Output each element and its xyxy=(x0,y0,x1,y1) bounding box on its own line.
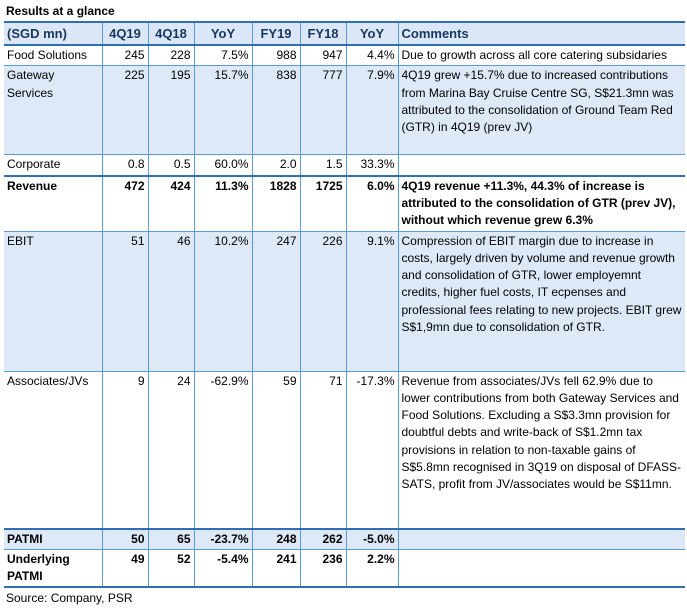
cell-fy18: 1.5 xyxy=(300,154,347,176)
cell-4q19: 472 xyxy=(102,174,149,232)
cell-yoy-quarter: -5.4% xyxy=(194,548,253,589)
table-row: Underlying PATMI 49 52 -5.4% 241 236 2.2… xyxy=(4,548,685,589)
cell-yoy-quarter: 60.0% xyxy=(194,154,253,176)
cell-4q18: 424 xyxy=(148,174,195,232)
cell-fy19: 838 xyxy=(252,65,301,155)
col-header-fy19: FY19 xyxy=(252,21,301,46)
cell-fy18: 947 xyxy=(300,45,347,66)
cell-4q19: 9 xyxy=(102,370,149,529)
table-row: Associates/JVs 9 24 -62.9% 59 71 -17.3% … xyxy=(4,370,685,529)
cell-comment: Compression of EBIT margin due to increa… xyxy=(398,230,685,372)
cell-yoy-fy: 6.0% xyxy=(346,174,399,232)
cell-yoy-fy: -5.0% xyxy=(346,527,399,550)
cell-comment xyxy=(398,548,685,589)
col-header-fy18: FY18 xyxy=(300,21,347,46)
cell-comment xyxy=(398,527,685,550)
cell-yoy-fy: 2.2% xyxy=(346,548,399,589)
cell-yoy-quarter: -23.7% xyxy=(194,527,253,550)
cell-4q18: 228 xyxy=(148,45,195,66)
table-row: Gateway Services 225 195 15.7% 838 777 7… xyxy=(4,65,685,155)
cell-yoy-quarter: -62.9% xyxy=(194,370,253,529)
table-row: EBIT 51 46 10.2% 247 226 9.1% Compressio… xyxy=(4,230,685,372)
cell-fy18: 226 xyxy=(300,230,347,372)
cell-4q18: 0.5 xyxy=(148,154,195,176)
cell-4q19: 49 xyxy=(102,548,149,589)
cell-comment: 4Q19 grew +15.7% due to increased contri… xyxy=(398,65,685,155)
row-label: PATMI xyxy=(4,527,103,550)
cell-comment xyxy=(398,154,685,176)
col-header-unit: (SGD mn) xyxy=(4,21,103,46)
cell-fy19: 2.0 xyxy=(252,154,301,176)
results-table: (SGD mn) 4Q19 4Q18 YoY FY19 FY18 YoY Com… xyxy=(4,21,685,589)
row-label: EBIT xyxy=(4,230,103,372)
cell-fy19: 248 xyxy=(252,527,301,550)
cell-yoy-quarter: 10.2% xyxy=(194,230,253,372)
col-header-yoy-fy: YoY xyxy=(346,21,399,46)
cell-yoy-fy: 4.4% xyxy=(346,45,399,66)
cell-yoy-fy: 7.9% xyxy=(346,65,399,155)
cell-fy19: 1828 xyxy=(252,174,301,232)
cell-yoy-quarter: 11.3% xyxy=(194,174,253,232)
cell-4q19: 50 xyxy=(102,527,149,550)
row-label: Revenue xyxy=(4,174,103,232)
table-row: Corporate 0.8 0.5 60.0% 2.0 1.5 33.3% xyxy=(4,154,685,176)
table-title: Results at a glance xyxy=(6,4,115,18)
row-label: Corporate xyxy=(4,154,103,176)
col-header-4q18: 4Q18 xyxy=(148,21,195,46)
cell-fy19: 59 xyxy=(252,370,301,529)
cell-4q18: 65 xyxy=(148,527,195,550)
cell-4q18: 46 xyxy=(148,230,195,372)
cell-4q19: 0.8 xyxy=(102,154,149,176)
cell-fy18: 777 xyxy=(300,65,347,155)
cell-yoy-fy: 9.1% xyxy=(346,230,399,372)
cell-fy18: 236 xyxy=(300,548,347,589)
cell-fy19: 247 xyxy=(252,230,301,372)
cell-4q18: 24 xyxy=(148,370,195,529)
cell-fy18: 1725 xyxy=(300,174,347,232)
row-label: Gateway Services xyxy=(4,65,103,155)
cell-fy18: 71 xyxy=(300,370,347,529)
cell-comment: Due to growth across all core catering s… xyxy=(401,48,667,62)
row-label: Underlying PATMI xyxy=(4,548,103,589)
cell-4q18: 52 xyxy=(148,548,195,589)
col-header-4q19: 4Q19 xyxy=(102,21,149,46)
header-row: (SGD mn) 4Q19 4Q18 YoY FY19 FY18 YoY Com… xyxy=(4,21,685,46)
cell-yoy-quarter: 7.5% xyxy=(194,45,253,66)
cell-yoy-fy: -17.3% xyxy=(346,370,399,529)
cell-yoy-quarter: 15.7% xyxy=(194,65,253,155)
cell-4q19: 245 xyxy=(102,45,149,66)
cell-fy19: 988 xyxy=(252,45,301,66)
table-row: Food Solutions 245 228 7.5% 988 947 4.4%… xyxy=(4,45,685,66)
cell-4q19: 51 xyxy=(102,230,149,372)
row-label: Food Solutions xyxy=(4,45,103,66)
table-row: PATMI 50 65 -23.7% 248 262 -5.0% xyxy=(4,527,685,550)
row-label: Associates/JVs xyxy=(4,370,103,529)
cell-4q19: 225 xyxy=(102,65,149,155)
cell-fy19: 241 xyxy=(252,548,301,589)
col-header-comments: Comments xyxy=(398,21,685,46)
cell-yoy-fy: 33.3% xyxy=(346,154,399,176)
cell-comment: Revenue from associates/JVs fell 62.9% d… xyxy=(398,370,685,529)
table-row: Revenue 472 424 11.3% 1828 1725 6.0% 4Q1… xyxy=(4,174,685,232)
col-header-yoy-quarter: YoY xyxy=(194,21,253,46)
cell-comment: 4Q19 revenue +11.3%, 44.3% of increase i… xyxy=(398,174,685,232)
cell-fy18: 262 xyxy=(300,527,347,550)
source-note: Source: Company, PSR xyxy=(6,591,133,605)
cell-4q18: 195 xyxy=(148,65,195,155)
